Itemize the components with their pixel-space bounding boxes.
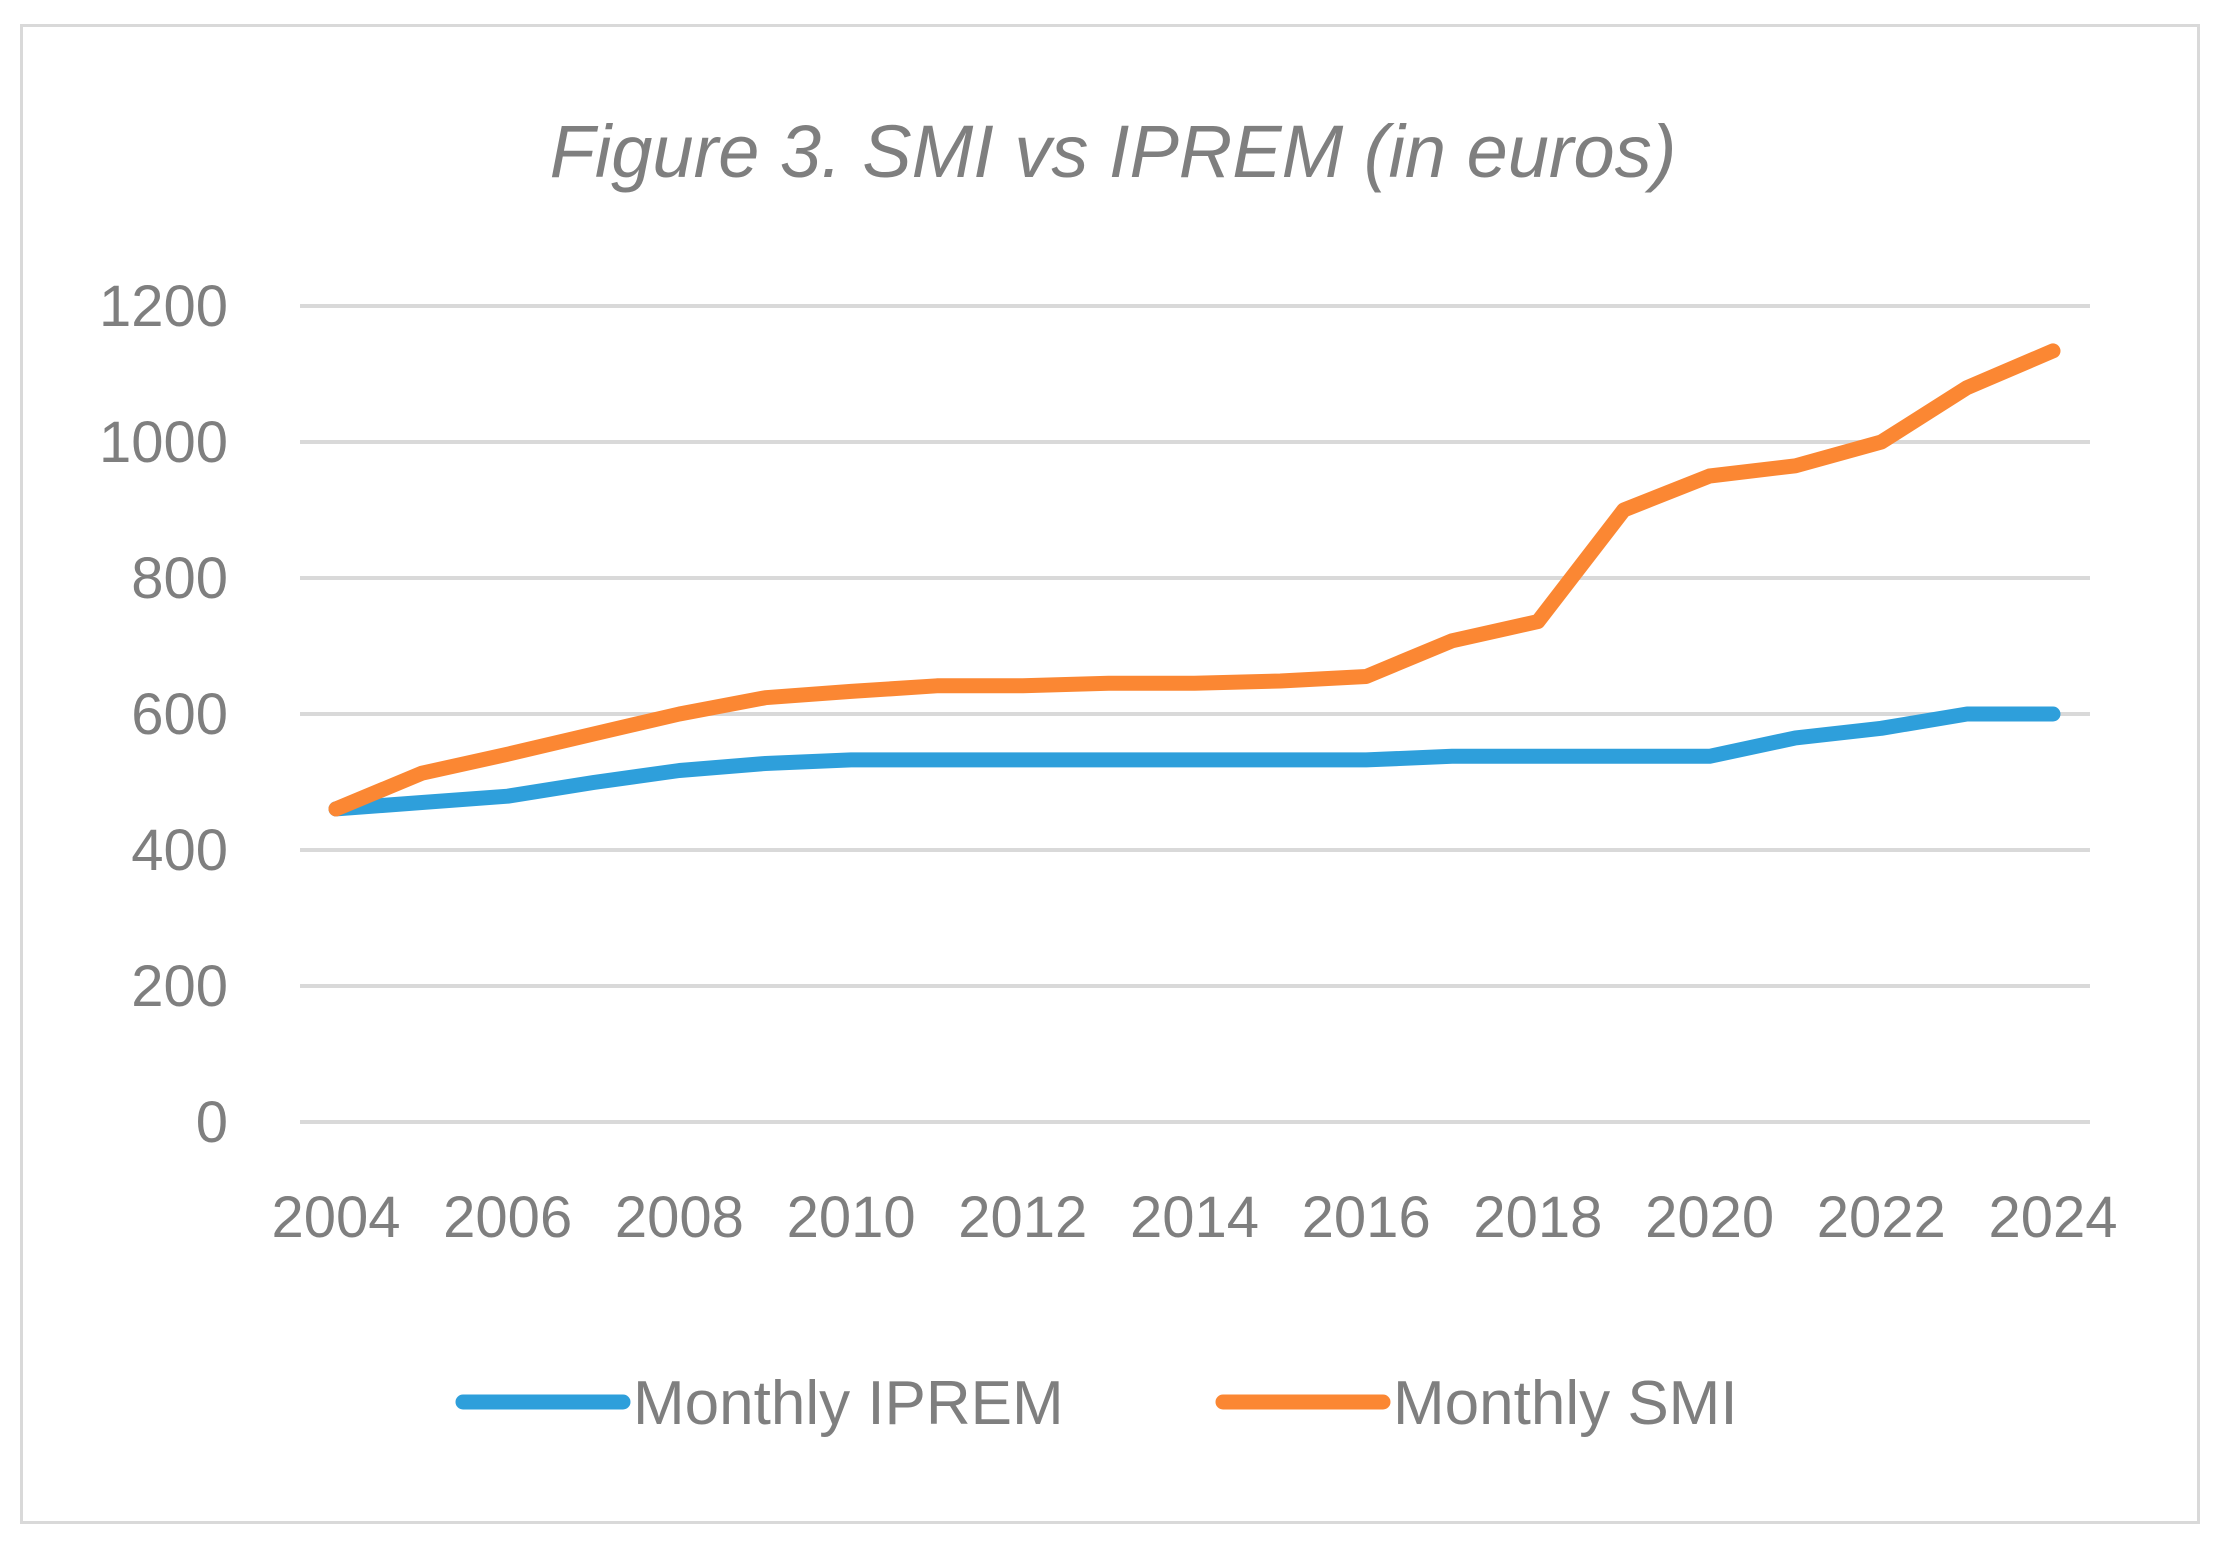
x-tick-label: 2020	[1645, 1185, 1774, 1250]
chart-frame: Figure 3. SMI vs IPREM (in euros) 0 200 40…	[20, 24, 2200, 1524]
y-tick-label: 0	[196, 1090, 228, 1155]
x-tick-label: 2010	[787, 1185, 916, 1250]
x-tick-label: 2008	[615, 1185, 744, 1250]
x-tick-label: 2006	[443, 1185, 572, 1250]
y-tick-label: 800	[131, 546, 228, 611]
gridlines	[300, 304, 2090, 1124]
legend-label: Monthly SMI	[1393, 1369, 1738, 1438]
x-tick-label: 2022	[1817, 1185, 1946, 1250]
series-line-monthly-iprem	[328, 706, 2061, 817]
y-tick-label: 400	[131, 818, 228, 883]
y-tick-label: 1000	[99, 410, 228, 475]
legend: Monthly IPREM Monthly SMI	[455, 1369, 1738, 1438]
x-tick-label: 2024	[1988, 1185, 2117, 1250]
y-tick-label: 1200	[99, 274, 228, 339]
y-axis-ticks: 0 200 400 600 800 1000 1200	[99, 274, 228, 1155]
x-axis-ticks: 2004 2006 2008 2010 2012 2014 2016 2018 2020 2022…	[271, 1185, 2117, 1250]
x-tick-label: 2016	[1302, 1185, 1431, 1250]
x-tick-label: 2018	[1473, 1185, 1602, 1250]
y-tick-label: 200	[131, 954, 228, 1019]
y-tick-label: 600	[131, 682, 228, 747]
series-lines	[328, 343, 2061, 817]
series-line-monthly-smi	[328, 343, 2061, 817]
x-tick-label: 2014	[1130, 1185, 1259, 1250]
legend-label: Monthly IPREM	[633, 1369, 1064, 1438]
x-tick-label: 2012	[958, 1185, 1087, 1250]
chart-title: Figure 3. SMI vs IPREM (in euros)	[550, 110, 1677, 193]
x-tick-label: 2004	[271, 1185, 400, 1250]
line-chart: Figure 3. SMI vs IPREM (in euros) 020040…	[99, 110, 2118, 1438]
